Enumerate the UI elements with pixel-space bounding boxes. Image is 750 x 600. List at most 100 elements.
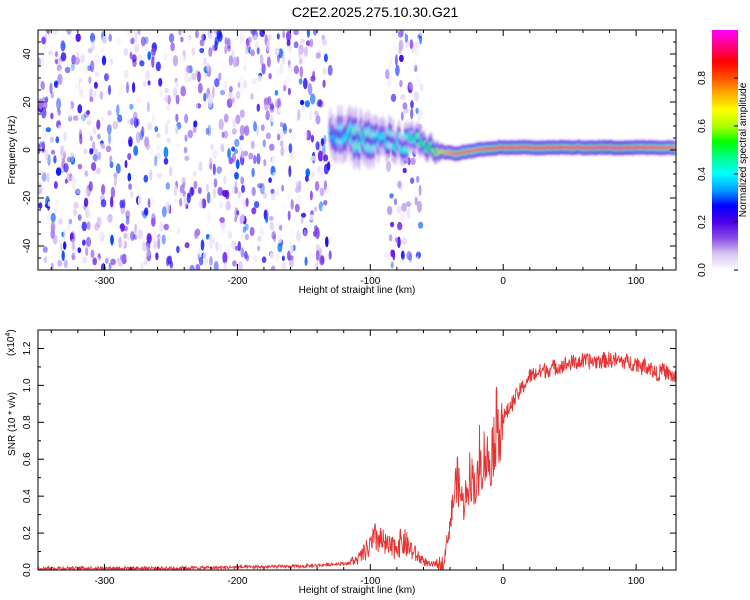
noise-blob [92,257,97,266]
noise-blob [268,72,272,80]
noise-blob [142,241,147,252]
noise-blob [294,90,299,99]
noise-blob [42,126,46,138]
noise-blob [314,206,318,212]
noise-blob [250,30,256,35]
noise-blob [223,113,229,123]
noise-blob [317,150,324,162]
noise-blob [215,241,219,251]
signal-band [328,103,676,171]
noise-blob [176,245,180,254]
noise-blob [58,218,63,225]
noise-blob [124,172,128,183]
noise-blob [304,100,310,108]
snr-ytick-label: 0.4 [22,489,33,503]
noise-blob [195,30,199,39]
noise-blob [127,32,133,41]
noise-blob [191,72,197,81]
noise-blob [79,81,84,91]
noise-blob [241,229,245,239]
spectrogram-xtick-label: -300 [94,276,114,287]
noise-blob [123,225,128,232]
noise-blob [153,240,158,250]
noise-blob [139,60,145,67]
noise-blob [184,134,188,142]
noise-blob [227,45,232,52]
noise-blob [321,38,328,46]
noise-blob [87,48,92,54]
noise-blob [324,186,330,195]
noise-blob [387,255,394,264]
noise-blob [187,37,192,48]
noise-blob [57,238,63,244]
noise-blob [120,254,123,261]
noise-blob [74,56,80,65]
noise-blob [145,250,151,257]
noise-blob [85,209,89,218]
noise-blob [175,125,179,135]
noise-blob [70,62,75,71]
noise-blob [205,127,210,135]
noise-blob [54,51,59,58]
noise-blob [408,81,414,90]
spectrogram-xtick-label: 100 [628,276,645,287]
noise-blob [304,256,308,266]
snr-ytick-label: 0.2 [22,526,33,540]
noise-blob [268,177,272,184]
noise-blob [392,118,396,129]
noise-blob [327,64,333,76]
noise-blob [82,239,86,246]
noise-blob [62,241,67,250]
noise-blob [128,183,133,191]
spectrogram-ytick-label: 20 [22,96,33,108]
noise-blob [209,256,213,266]
noise-blob [211,44,218,52]
noise-blob [84,170,89,178]
noise-blob [127,172,132,182]
noise-blob [50,221,56,234]
noise-blob [53,181,58,189]
snr-xlabel: Height of straight line (km) [299,585,416,596]
noise-blob [227,230,232,240]
noise-blob [85,88,90,98]
noise-blob [199,47,205,54]
noise-blob [262,126,268,137]
noise-blob [60,52,67,62]
noise-blob [125,190,130,200]
noise-blob [163,246,167,257]
noise-blob [248,152,254,160]
noise-blob [250,93,254,100]
noise-blob [418,108,423,120]
svg-text:(x104): (x104) [5,329,17,356]
colorbar-tick-label: 0.0 [697,263,708,277]
noise-blob [106,124,112,135]
spectrogram-xtick-label: -100 [360,276,380,287]
noise-blob [100,143,105,150]
noise-blob [400,93,406,101]
noise-blob [243,64,247,72]
noise-blob [288,143,293,154]
noise-blob [66,209,71,218]
noise-blob [99,47,105,54]
noise-blob [180,85,186,97]
noise-blob [64,178,68,184]
noise-blob [256,81,261,92]
noise-blob [241,184,245,194]
noise-blob [309,190,313,201]
noise-blob [292,182,297,189]
noise-blob [50,176,54,186]
noise-blob [415,75,421,87]
noise-blob [215,193,220,202]
noise-blob [140,36,146,47]
noise-blob [128,136,133,146]
noise-blob [277,242,283,253]
noise-blob [184,242,190,249]
noise-blob [328,250,332,260]
noise-blob [180,36,184,43]
noise-blob [262,139,266,148]
noise-blob [88,76,92,84]
noise-blob [140,255,146,263]
spectrogram-ytick-label: -20 [22,190,33,205]
noise-blob [418,30,424,37]
noise-blob [265,132,271,140]
